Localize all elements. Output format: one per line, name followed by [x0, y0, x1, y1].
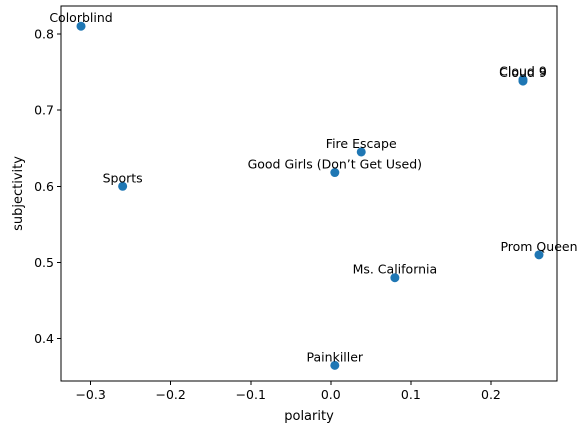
x-tick-label: 0.2: [481, 387, 501, 402]
scatter-point: [534, 250, 544, 260]
scatter-point: [356, 147, 366, 157]
scatter-point: [118, 181, 128, 191]
point-label: Cloud 9: [499, 64, 547, 79]
x-tick-label: −0.2: [156, 387, 186, 402]
scatter-point: [390, 273, 400, 283]
point-label: Good Girls (Don’t Get Used): [248, 157, 422, 172]
y-tick-label: 0.4: [34, 331, 54, 346]
x-axis-label: polarity: [284, 409, 334, 424]
y-tick-label: 0.6: [34, 179, 54, 194]
point-label: Colorblind: [49, 10, 112, 25]
point-label: Prom Queen: [500, 239, 577, 254]
x-tick-label: 0.0: [321, 387, 341, 402]
marks-layer: [76, 21, 544, 370]
scatter-point: [330, 360, 340, 370]
y-tick-label: 0.8: [34, 26, 54, 41]
y-axis-ticks: 0.4 0.5 0.6 0.7 0.8: [34, 26, 61, 346]
y-tick-label: 0.5: [34, 255, 54, 270]
y-tick-label: 0.7: [34, 103, 54, 118]
point-label: Painkiller: [307, 349, 364, 364]
point-label: Ms. California: [353, 262, 438, 277]
point-label: Cloud 9: [499, 65, 547, 80]
point-label: Fire Escape: [326, 136, 397, 151]
plot-frame: [60, 5, 558, 382]
scatter-point: [330, 168, 340, 178]
scatter-point: [518, 75, 528, 85]
x-tick-label: −0.3: [75, 387, 105, 402]
scatter-point: [76, 21, 86, 31]
x-axis-ticks: −0.3 −0.2 −0.1 0.0 0.1 0.2: [75, 381, 501, 402]
point-label: Sports: [103, 170, 143, 185]
x-tick-label: 0.1: [401, 387, 421, 402]
x-tick-label: −0.1: [236, 387, 266, 402]
y-axis-label: subjectivity: [11, 156, 26, 231]
